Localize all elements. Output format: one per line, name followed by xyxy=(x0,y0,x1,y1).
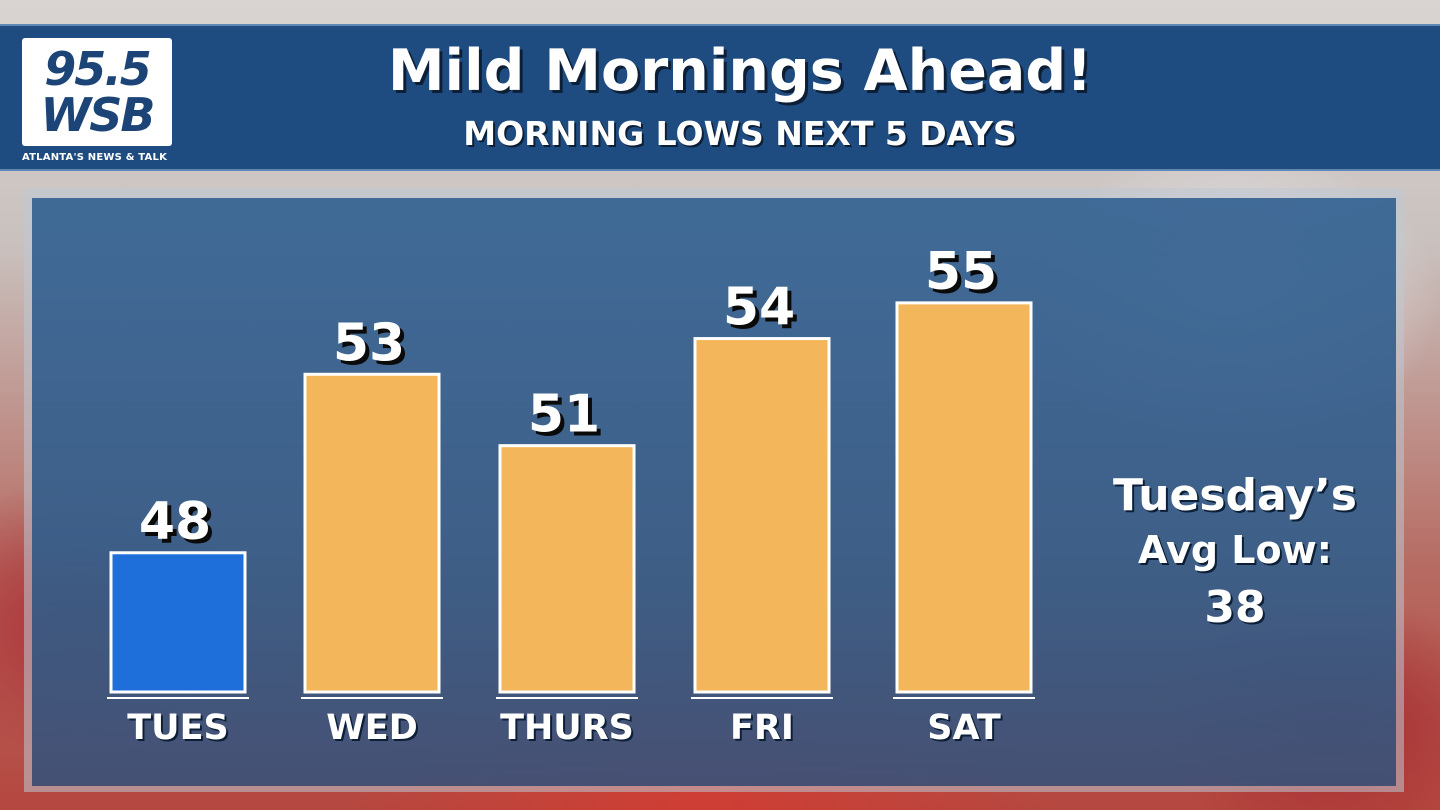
avg-low-note-label: Avg Low: xyxy=(1138,528,1332,572)
bar-fri xyxy=(693,337,831,694)
category-label-shadow-tues: TUES xyxy=(129,710,230,750)
bar-wed xyxy=(303,372,441,694)
bar-value-shadow-wed: 53 xyxy=(337,317,409,377)
bar-value-thurs: 51 xyxy=(528,385,600,445)
category-label-shadow-sat: SAT xyxy=(929,710,1003,750)
category-label-sat: SAT xyxy=(927,708,1001,748)
chart-subtitle: MORNING LOWS NEXT 5 DAYS xyxy=(463,114,1017,153)
category-label-wed: WED xyxy=(326,708,418,748)
category-label-thurs: THURS xyxy=(500,708,634,748)
header-banner: 95.5 WSB ATLANTA'S NEWS & TALK Mild Morn… xyxy=(0,24,1440,171)
bar-value-shadow-thurs: 51 xyxy=(532,389,604,449)
category-label-fri: FRI xyxy=(730,708,794,748)
avg-low-note-value: 38 xyxy=(1204,582,1266,633)
bar-value-wed: 53 xyxy=(333,313,405,373)
bar-value-shadow-fri: 54 xyxy=(727,282,799,342)
avg-low-note-heading: Tuesday’s xyxy=(1113,470,1357,521)
category-label-shadow-thurs: THURS xyxy=(502,710,636,750)
bar-tues xyxy=(109,551,247,694)
chart-title: Mild Mornings Ahead! xyxy=(387,38,1093,104)
logo-frequency: 95.5 xyxy=(44,42,152,96)
bar-value-tues: 48 xyxy=(139,492,211,552)
category-label-tues: TUES xyxy=(127,708,228,748)
bar-value-shadow-tues: 48 xyxy=(143,496,215,556)
station-logo: 95.5 WSB xyxy=(22,38,172,146)
bar-sat xyxy=(895,301,1033,694)
bar-value-fri: 54 xyxy=(723,278,795,338)
category-label-shadow-fri: FRI xyxy=(732,710,796,750)
category-label-shadow-wed: WED xyxy=(328,710,420,750)
logo-call-letters: WSB xyxy=(40,88,156,142)
station-tagline: ATLANTA'S NEWS & TALK xyxy=(22,152,168,163)
bar-thurs xyxy=(498,444,636,694)
bar-value-shadow-sat: 55 xyxy=(929,246,1001,306)
bar-value-sat: 55 xyxy=(925,242,997,302)
